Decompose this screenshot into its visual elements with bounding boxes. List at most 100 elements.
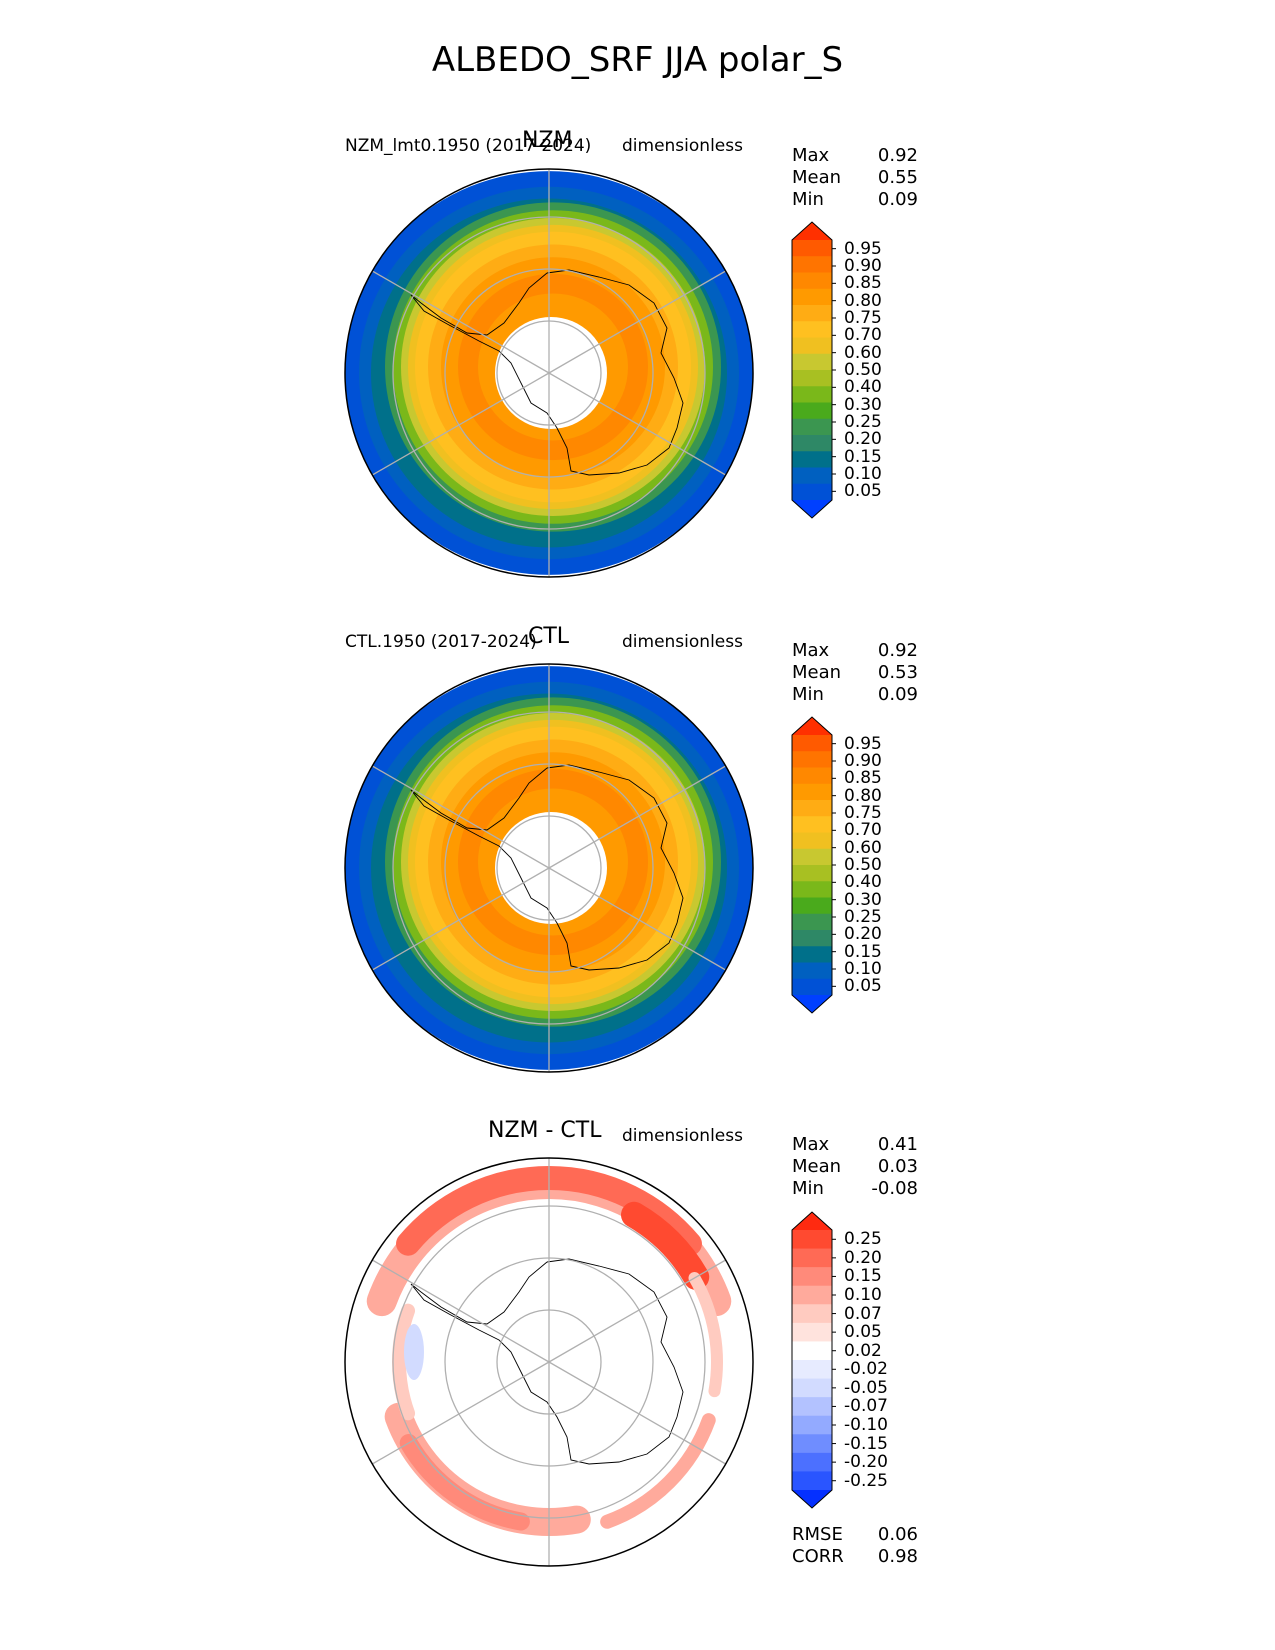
colorbar-tick-label: 0.85	[844, 273, 882, 294]
colorbar-segment	[792, 1360, 832, 1380]
meridian-line	[548, 867, 726, 971]
colorbar-tick-label: 0.85	[844, 768, 882, 789]
colorbar-tick-label: 0.20	[844, 924, 882, 945]
colorbar-segment	[792, 402, 832, 420]
colorbar-extend-min	[792, 1490, 832, 1508]
colorbar-segment	[792, 386, 832, 403]
panel-2-units: dimensionless	[622, 632, 743, 652]
stat-max-value: 0.92	[877, 640, 918, 661]
colorbar-segment	[792, 353, 832, 371]
colorbar-segment	[792, 467, 832, 485]
colorbar-tick-label: -0.02	[844, 1359, 888, 1380]
map-panel-ctl	[344, 663, 754, 1073]
figure-title: ALBEDO_SRF JJA polar_S	[431, 40, 844, 80]
colorbar-segment	[792, 1341, 832, 1361]
colorbar-segment	[792, 305, 832, 322]
meridian-line	[548, 765, 726, 869]
contour-band	[621, 1201, 710, 1290]
colorbar-tick-label: 0.95	[844, 733, 882, 754]
meridian-line	[548, 372, 726, 476]
colorbar-segment	[792, 256, 832, 273]
colorbar-segment	[792, 930, 832, 947]
panel-2-left-label: CTL.1950 (2017-2024)	[345, 632, 537, 652]
colorbar-tick-label: 0.30	[844, 394, 882, 415]
stat-corr-value: 0.98	[877, 1546, 918, 1567]
colorbar-tick-label: 0.07	[844, 1303, 882, 1324]
colorbar-outline	[791, 716, 833, 1014]
colorbar-tick-label: 0.95	[844, 238, 882, 259]
colorbar-ctl	[791, 716, 836, 1014]
colorbar-tick-label: 0.10	[844, 959, 882, 979]
colorbar-outline	[791, 1211, 833, 1509]
stat-max-label: Max	[792, 145, 830, 166]
colorbar-segment	[792, 1415, 832, 1435]
colorbar-tick-label: -0.15	[844, 1433, 888, 1454]
colorbar-segment	[792, 848, 832, 866]
colorbar-tick-label: 0.80	[844, 290, 882, 311]
colorbar-segment	[792, 783, 832, 801]
stat-min-value: 0.09	[877, 189, 918, 210]
colorbar-segment	[792, 962, 832, 980]
colorbar-segment	[792, 800, 832, 817]
colorbar-segment	[792, 1322, 832, 1342]
colorbar-nzm	[791, 221, 836, 519]
meridian-line	[372, 270, 550, 374]
colorbar-segment	[792, 1434, 832, 1454]
colorbar-tick-label: 0.25	[844, 412, 882, 432]
colorbar-tick-label: 0.40	[844, 377, 882, 398]
colorbar-segment	[792, 272, 832, 290]
contour-band	[399, 1434, 530, 1531]
colorbar-extend-max	[792, 717, 832, 735]
colorbar-tick-label: 0.02	[844, 1340, 882, 1361]
colorbar-segment	[792, 321, 832, 338]
pole-hole	[495, 317, 607, 429]
stat-corr-label: CORR	[792, 1546, 844, 1567]
map-boundary	[344, 1157, 754, 1567]
stat-mean-value: 0.55	[877, 167, 918, 188]
panel-1-title: NZM	[522, 128, 573, 153]
meridian-line	[372, 765, 550, 869]
colorbar-tick-label: 0.60	[844, 342, 882, 363]
colorbar-tick-label: 0.70	[844, 820, 882, 841]
colorbar-segment	[792, 337, 832, 355]
colorbar-tick-label: 0.80	[844, 785, 882, 806]
panel-3-title: NZM - CTL	[488, 1118, 602, 1143]
panel-1-units: dimensionless	[622, 136, 743, 156]
colorbar-tick-label: 0.10	[844, 464, 882, 484]
colorbar-tick-label: 0.50	[844, 855, 882, 875]
colorbar-extend-min	[792, 500, 832, 518]
meridian-line	[548, 270, 726, 374]
colorbar-segment	[792, 913, 832, 931]
colorbar-diff	[791, 1211, 836, 1509]
colorbar-tick-label: 0.75	[844, 803, 882, 823]
stat-min-label: Min	[792, 684, 824, 705]
colorbar-segment	[792, 1230, 832, 1250]
colorbar-segment	[792, 435, 832, 452]
colorbar-segment	[792, 897, 832, 915]
colorbar-tick-label: 0.90	[844, 751, 882, 771]
colorbar-segment	[792, 1285, 832, 1305]
colorbar-segment	[792, 865, 832, 882]
meridian-line	[548, 1361, 726, 1465]
meridian-line	[372, 1259, 550, 1363]
meridian-line	[372, 1361, 550, 1465]
colorbar-tick-label: -0.07	[844, 1396, 888, 1417]
coastline	[410, 1258, 684, 1465]
stat-rmse-label: RMSE	[792, 1524, 843, 1545]
colorbar-tick-label: -0.25	[844, 1470, 888, 1491]
colorbar-tick-label: 0.20	[844, 429, 882, 450]
coastline	[410, 269, 684, 476]
colorbar-tick-label: -0.10	[844, 1415, 888, 1435]
meridian-line	[548, 1259, 726, 1363]
stat-max-value: 0.92	[877, 145, 918, 166]
colorbar-tick-label: -0.05	[844, 1377, 888, 1398]
colorbar-tick-label: 0.90	[844, 256, 882, 276]
colorbar-segment	[792, 978, 832, 996]
stat-min-label: Min	[792, 1178, 824, 1199]
meridian-line	[372, 372, 550, 476]
colorbar-tick-label: 0.05	[844, 976, 882, 997]
stat-max-label: Max	[792, 640, 830, 661]
stat-min-label: Min	[792, 189, 824, 210]
stat-mean-value: 0.03	[877, 1156, 918, 1177]
